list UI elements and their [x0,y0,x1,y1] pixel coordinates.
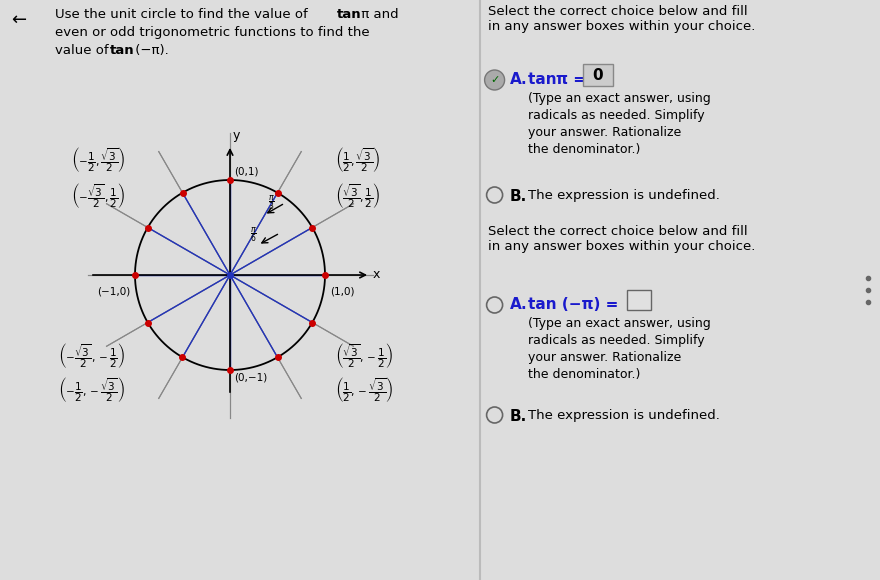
Text: $\left(-\dfrac{\sqrt{3}}{2},-\dfrac{1}{2}\right)$: $\left(-\dfrac{\sqrt{3}}{2},-\dfrac{1}{2… [58,340,125,369]
Text: $\left(\dfrac{\sqrt{3}}{2},\dfrac{1}{2}\right)$: $\left(\dfrac{\sqrt{3}}{2},\dfrac{1}{2}\… [335,180,380,209]
FancyBboxPatch shape [583,64,612,86]
Text: tan: tan [528,72,561,87]
Text: tan: tan [337,8,362,21]
Text: value of: value of [55,44,113,57]
Text: even or odd trigonometric functions to find the: even or odd trigonometric functions to f… [55,26,370,39]
Text: $\left(\dfrac{1}{2},\dfrac{\sqrt{3}}{2}\right)$: $\left(\dfrac{1}{2},\dfrac{\sqrt{3}}{2}\… [335,146,380,175]
Text: (−π).: (−π). [131,44,169,57]
Circle shape [485,70,504,90]
Text: tan: tan [110,44,135,57]
Text: $\frac{\pi}{6}$: $\frac{\pi}{6}$ [250,226,257,244]
Text: $\left(-\dfrac{1}{2},\dfrac{\sqrt{3}}{2}\right)$: $\left(-\dfrac{1}{2},\dfrac{\sqrt{3}}{2}… [71,146,125,175]
Text: Select the correct choice below and fill
in any answer boxes within your choice.: Select the correct choice below and fill… [488,225,755,253]
Text: B.: B. [510,189,527,204]
Text: A.: A. [510,72,527,87]
Text: $\leftarrow$: $\leftarrow$ [8,10,27,28]
Text: (Type an exact answer, using
radicals as needed. Simplify
your answer. Rationali: (Type an exact answer, using radicals as… [528,92,710,156]
Text: 0: 0 [592,67,603,82]
Text: Use the unit circle to find the value of: Use the unit circle to find the value of [55,8,312,21]
Text: x: x [373,269,380,281]
FancyBboxPatch shape [627,290,650,310]
Text: (0,1): (0,1) [234,167,259,177]
Text: $\frac{\pi}{3}$: $\frac{\pi}{3}$ [268,194,275,212]
Text: $\left(\dfrac{\sqrt{3}}{2},-\dfrac{1}{2}\right)$: $\left(\dfrac{\sqrt{3}}{2},-\dfrac{1}{2}… [335,340,393,369]
Text: π and: π and [357,8,399,21]
Text: A.: A. [510,297,527,312]
Text: B.: B. [510,409,527,424]
Text: Select the correct choice below and fill
in any answer boxes within your choice.: Select the correct choice below and fill… [488,5,755,33]
Text: (−1,0): (−1,0) [97,287,130,297]
Text: The expression is undefined.: The expression is undefined. [528,409,720,422]
Text: π =: π = [555,72,590,87]
Text: tan (−π) =: tan (−π) = [528,297,623,312]
Text: (0,−1): (0,−1) [234,373,268,383]
Text: $\left(-\dfrac{1}{2},-\dfrac{\sqrt{3}}{2}\right)$: $\left(-\dfrac{1}{2},-\dfrac{\sqrt{3}}{2… [58,375,125,404]
Text: The expression is undefined.: The expression is undefined. [528,189,720,202]
Text: ✓: ✓ [490,75,499,85]
Text: y: y [233,129,240,142]
Text: (1,0): (1,0) [330,287,355,297]
Text: $\left(\dfrac{1}{2},-\dfrac{\sqrt{3}}{2}\right)$: $\left(\dfrac{1}{2},-\dfrac{\sqrt{3}}{2}… [335,375,393,404]
Text: (Type an exact answer, using
radicals as needed. Simplify
your answer. Rationali: (Type an exact answer, using radicals as… [528,317,710,381]
Text: $\left(-\dfrac{\sqrt{3}}{2},\dfrac{1}{2}\right)$: $\left(-\dfrac{\sqrt{3}}{2},\dfrac{1}{2}… [71,180,125,209]
